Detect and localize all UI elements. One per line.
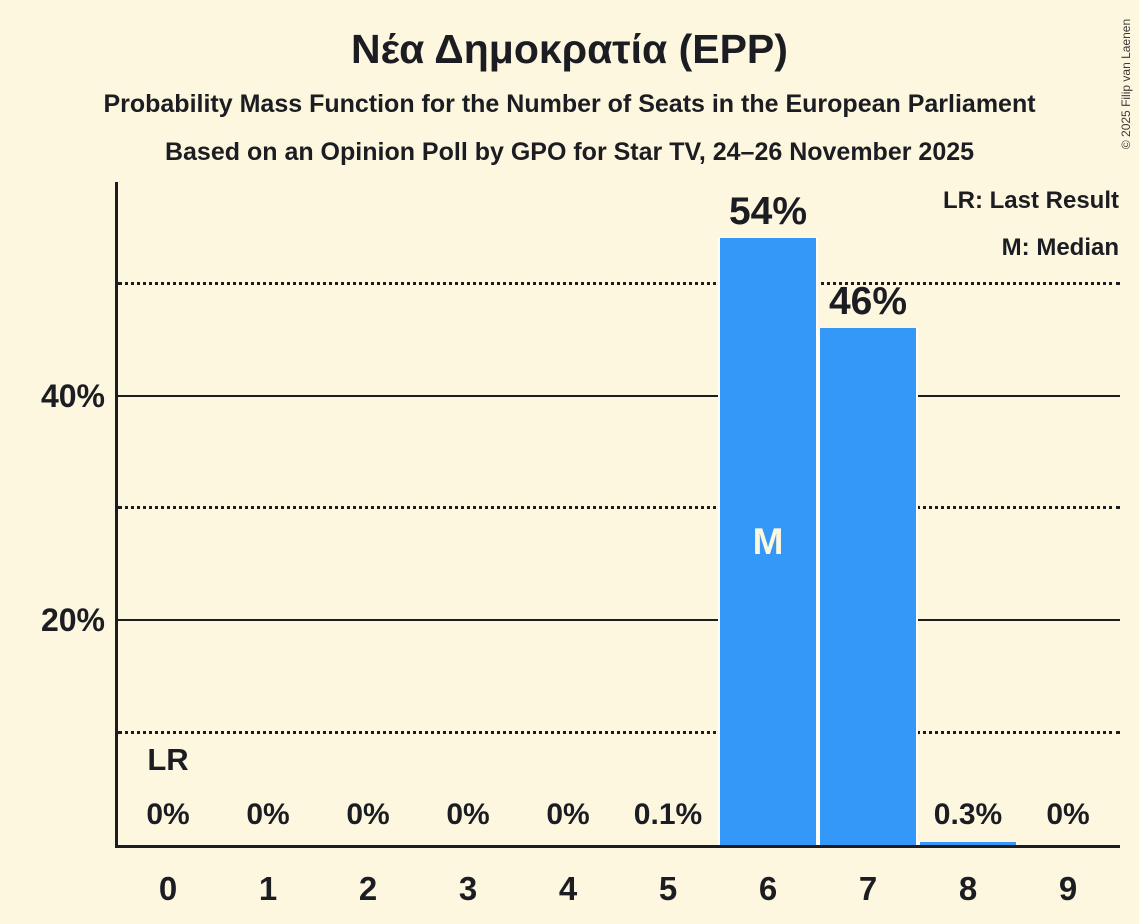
bar-seats-7 [818, 328, 918, 845]
chart-title: Νέα Δημοκρατία (EPP) [351, 26, 788, 72]
value-label-seats-8: 0.3% [933, 798, 1003, 831]
xtick-label-3: 3 [458, 870, 478, 907]
chart-subtitle: Probability Mass Function for the Number… [103, 90, 1036, 118]
ytick-label-40: 40% [40, 377, 105, 414]
xtick-label-7: 7 [858, 870, 878, 907]
value-label-seats-6: 54% [728, 190, 808, 234]
gridline-dotted-50 [118, 281, 1120, 285]
xtick-label-8: 8 [958, 870, 978, 907]
bar-seats-8 [918, 841, 1018, 845]
y-axis-line [115, 182, 118, 848]
value-label-seats-2: 0% [346, 798, 390, 831]
x-axis-line [115, 845, 1120, 848]
legend-last-result: LR: Last Result [942, 187, 1119, 214]
chart-poll-source: Based on an Opinion Poll by GPO for Star… [164, 138, 975, 166]
ytick-label-20: 20% [40, 602, 105, 639]
median-marker: M [752, 520, 784, 562]
value-label-seats-7: 46% [828, 280, 908, 324]
gridline-solid-40 [118, 394, 1120, 397]
value-label-seats-3: 0% [446, 798, 490, 831]
xtick-label-5: 5 [658, 870, 678, 907]
xtick-label-2: 2 [358, 870, 378, 907]
xtick-label-0: 0 [158, 870, 178, 907]
copyright-notice: © 2025 Filip van Laenen [1119, 18, 1133, 150]
xtick-label-4: 4 [558, 870, 578, 907]
value-label-seats-0: 0% [146, 798, 190, 831]
gridline-dotted-10 [118, 731, 1120, 735]
xtick-label-9: 9 [1058, 870, 1078, 907]
gridline-solid-20 [118, 619, 1120, 622]
gridline-dotted-30 [118, 506, 1120, 510]
value-label-seats-1: 0% [246, 798, 290, 831]
value-label-seats-9: 0% [1046, 798, 1090, 831]
legend-median: M: Median [1001, 234, 1119, 261]
value-label-seats-4: 0% [546, 798, 590, 831]
last-result-marker: LR [147, 742, 189, 777]
bar-seats-6 [718, 238, 818, 845]
xtick-label-1: 1 [258, 870, 278, 907]
value-label-seats-5: 0.1% [633, 798, 703, 831]
xtick-label-6: 6 [758, 870, 778, 907]
